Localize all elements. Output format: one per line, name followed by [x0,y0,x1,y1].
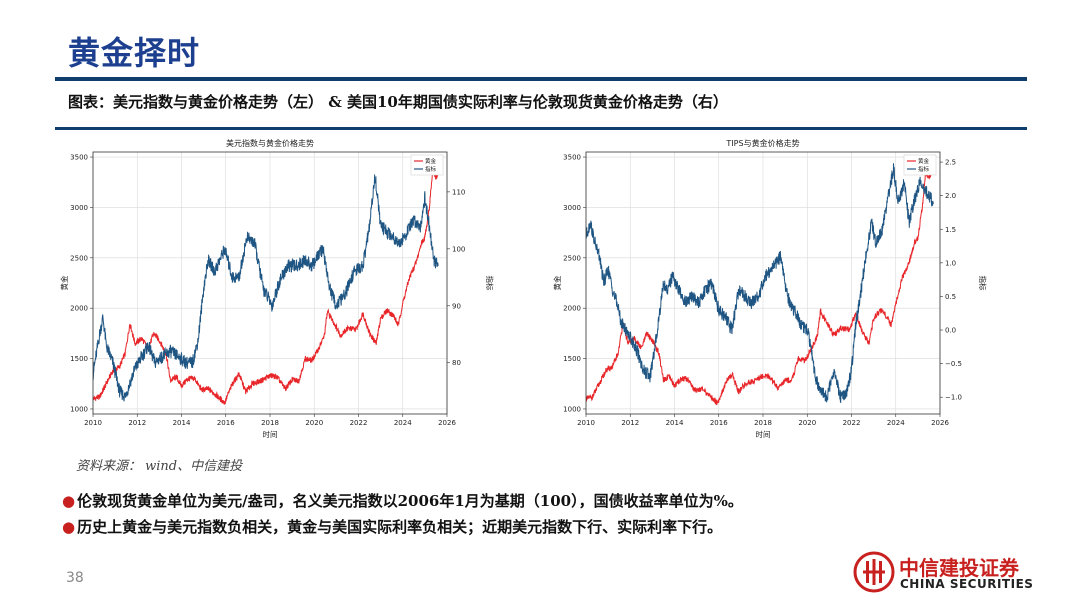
x-tick-label: 2022 [843,419,861,427]
caption-rule [55,127,1027,130]
y-right-tick-label: 0.5 [945,293,956,301]
y-right-tick-label: −0.5 [945,360,962,368]
legend-box [903,154,937,176]
chart-tips-gold-svg: TIPS与黄金价格走势 2010 2012 2014 2016 2018 2020 2022 2… [552,138,988,439]
legend-box [410,154,444,176]
y-right-tick-label: 90 [452,302,461,310]
y-tick-label: 3000 [70,204,88,212]
bullet-item: ● 伦敦现货黄金单位为美元/盎司，名义美元指数以2006年1月为基期（100），国… [62,490,743,511]
x-axis-label: 时间 [263,429,278,439]
y-tick-label: 1500 [70,355,88,363]
x-tick-label: 2012 [621,419,639,427]
y-right-tick-label: 2.5 [945,159,956,167]
x-tick-label: 2020 [798,419,816,427]
x-tick-label: 2024 [887,419,905,427]
x-tick-label: 2014 [173,419,191,427]
legend-label: 黄金 [425,157,437,165]
bullet-item: ● 历史上黄金与美元指数负相关，黄金与美国实际利率负相关；近期美元指数下行、实际利… [62,516,722,537]
y-tick-label: 2500 [70,254,88,262]
page-number: 38 [66,570,84,586]
chart-tips-gold: TIPS与黄金价格走势 2010 2012 2014 2016 2018 2020 2022 2… [548,136,988,448]
source-note: 资料来源： wind、中信建投 [76,459,243,474]
y-tick-label: 2000 [70,305,88,313]
y-tick-label: 3500 [563,154,581,162]
x-tick-label: 2014 [666,419,684,427]
x-tick-label: 2010 [577,419,595,427]
bullet-text: 伦敦现货黄金单位为美元/盎司，名义美元指数以2006年1月为基期（100），国债… [77,492,743,510]
y-right-tick-label: −1.0 [945,394,962,402]
x-tick-label: 2010 [84,419,102,427]
chart-title: 美元指数与黄金价格走势 [226,138,314,148]
x-tick-label: 2018 [261,419,279,427]
bullet-text: 历史上黄金与美元指数负相关，黄金与美国实际利率负相关；近期美元指数下行、实际利率… [77,518,723,536]
chart-dollar-index-gold: 美元指数与黄金价格走势 2010 2012 2014 2016 2018 2020 2022 2… [55,136,495,448]
y-tick-label: 2500 [563,254,581,262]
y-right-tick-label: 1.5 [945,226,956,234]
x-tick-label: 2022 [350,419,368,427]
legend-label: 指标 [425,165,437,173]
chart-title: TIPS与黄金价格走势 [725,138,799,148]
y-tick-label: 2000 [563,305,581,313]
y-right-axis-label: 指标 [485,276,495,291]
header-rule [55,77,1027,81]
y-right-tick-label: 110 [452,188,465,196]
x-tick-label: 2026 [438,419,456,427]
y-right-tick-label: 100 [452,245,465,253]
y-axis-label: 黄金 [59,275,69,290]
y-tick-label: 1000 [70,405,88,413]
x-tick-label: 2026 [931,419,949,427]
y-right-tick-label: 80 [452,359,461,367]
bullet-dot-icon: ● [62,492,76,510]
series-line-left [586,170,933,406]
y-right-tick-label: 1.0 [945,259,956,267]
page-title: 黄金择时 [68,34,201,72]
plot-frame [92,151,448,415]
x-tick-label: 2016 [217,419,235,427]
x-tick-label: 2016 [710,419,728,427]
x-tick-label: 2018 [754,419,772,427]
legend-label: 黄金 [918,157,930,165]
company-logo: 中信建投证券 CHINA SECURITIES [853,550,1033,594]
y-tick-label: 3000 [563,204,581,212]
china-securities-logo-icon [853,551,895,593]
chart-dollar-index-gold-svg: 美元指数与黄金价格走势 2010 2012 2014 2016 2018 2020 2022 2… [59,138,495,439]
x-axis-label: 时间 [756,429,771,439]
y-right-tick-label: 2.0 [945,192,956,200]
y-tick-label: 1000 [563,405,581,413]
series-line-left [93,168,440,405]
y-right-axis-label: 指标 [978,276,988,291]
plot-frame [585,151,941,415]
series-line-right [586,163,934,403]
x-tick-label: 2020 [305,419,323,427]
series-line-right [93,174,439,402]
y-tick-label: 3500 [70,154,88,162]
legend-label: 指标 [918,165,930,173]
bullet-dot-icon: ● [62,518,76,536]
figure-caption: 图表：美元指数与黄金价格走势（左） & 美国10年期国债实际利率与伦敦现货黄金价… [68,93,728,111]
x-tick-label: 2024 [394,419,412,427]
logo-cn-text: 中信建投证券 [899,556,1019,580]
y-right-tick-label: 0.0 [945,327,956,335]
y-axis-label: 黄金 [552,275,562,290]
x-tick-label: 2012 [128,419,146,427]
logo-en-text: CHINA SECURITIES [900,577,1034,591]
y-tick-label: 1500 [563,355,581,363]
